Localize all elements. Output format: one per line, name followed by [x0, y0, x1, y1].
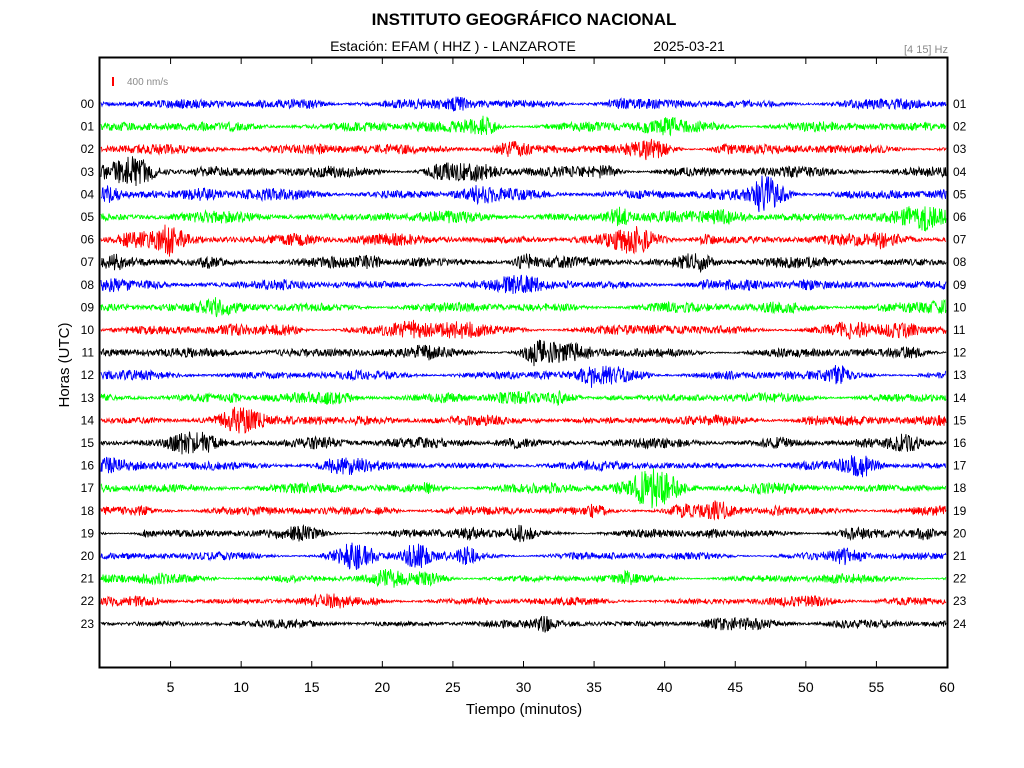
hour-label-right: 10: [953, 300, 967, 314]
hour-label-left: 14: [81, 413, 95, 427]
hour-label-right: 14: [953, 391, 967, 405]
hour-label-left: 17: [81, 481, 95, 495]
amplitude-scale-bar: [112, 77, 114, 86]
trace-hour-19: [100, 524, 947, 543]
trace-group: [100, 96, 947, 633]
hour-label-left: 16: [81, 459, 95, 473]
trace-hour-18: [100, 500, 947, 521]
hour-label-right: 05: [953, 187, 967, 201]
hour-label-left: 13: [81, 391, 95, 405]
x-tick-label: 35: [586, 679, 602, 695]
x-tick-label: 15: [304, 679, 320, 695]
x-tick-label: 60: [939, 679, 955, 695]
trace-hour-05: [100, 206, 947, 232]
hour-label-right: 15: [953, 413, 967, 427]
hour-label-right: 17: [953, 459, 967, 473]
trace-hour-10: [100, 319, 947, 340]
x-tick-label: 20: [375, 679, 391, 695]
plot-frame: [98, 56, 949, 669]
x-tick-label: 40: [657, 679, 673, 695]
hour-label-left: 11: [82, 346, 95, 360]
hour-label-left: 05: [81, 210, 95, 224]
trace-hour-08: [100, 274, 947, 295]
x-tick-label: 55: [869, 679, 885, 695]
x-tick-label: 30: [516, 679, 532, 695]
hour-label-left: 20: [81, 549, 95, 563]
x-tick-label: 10: [233, 679, 249, 695]
hour-label-left: 04: [81, 187, 95, 201]
hour-label-right: 21: [953, 549, 967, 563]
hour-label-right: 04: [953, 165, 967, 179]
hour-label-right: 09: [953, 278, 967, 292]
hour-label-left: 08: [81, 278, 95, 292]
hour-label-right: 16: [953, 436, 967, 450]
hour-label-right: 19: [953, 504, 967, 518]
x-tick-label: 50: [798, 679, 814, 695]
hour-label-left: 07: [81, 255, 95, 269]
hour-label-left: 12: [81, 368, 95, 382]
hour-label-left: 09: [81, 300, 95, 314]
hour-label-right: 22: [953, 572, 967, 586]
hour-label-left: 03: [81, 165, 95, 179]
trace-hour-06: [100, 224, 947, 257]
hour-label-left: 02: [81, 142, 95, 156]
hour-label-right: 24: [953, 617, 967, 631]
hour-label-left: 00: [81, 97, 95, 111]
hour-label-left: 15: [81, 436, 95, 450]
x-tick-label: 5: [167, 679, 175, 695]
chart-title: INSTITUTO GEOGRÁFICO NACIONAL: [372, 10, 677, 29]
hour-label-right: 11: [953, 323, 966, 337]
hour-labels-left: 00 01 02 03 04 05 06 07 08 09 10 11 12 13 14 15 16 17 18 19…: [81, 97, 95, 631]
hour-label-left: 10: [81, 323, 95, 337]
trace-hour-22: [100, 593, 947, 609]
hour-label-right: 12: [953, 346, 967, 360]
hour-label-right: 06: [953, 210, 967, 224]
trace-hour-23: [100, 615, 947, 633]
hour-label-right: 07: [953, 233, 967, 247]
x-axis-ticks: 5 10 15 20 25 30 35 40 45 50 55 60: [167, 58, 955, 695]
trace-hour-11: [100, 339, 947, 367]
hour-label-left: 22: [81, 594, 95, 608]
trace-hour-21: [100, 568, 947, 588]
trace-hour-02: [100, 138, 947, 161]
hour-label-left: 06: [81, 233, 95, 247]
trace-hour-13: [100, 390, 947, 407]
trace-hour-16: [100, 455, 947, 478]
trace-hour-15: [100, 431, 947, 455]
trace-hour-14: [100, 406, 947, 434]
trace-hour-03: [100, 156, 947, 187]
x-tick-label: 45: [727, 679, 743, 695]
trace-hour-20: [100, 542, 947, 570]
hour-label-right: 03: [953, 142, 967, 156]
station-label: Estación: EFAM ( HHZ ) - LANZAROTE: [330, 38, 576, 54]
amplitude-scale-label: 400 nm/s: [127, 77, 168, 88]
hour-labels-right: 01 02 03 04 05 06 07 08 09 10 11 12 13 14 15 16 17 18 19 20…: [953, 97, 967, 631]
date-label: 2025-03-21: [653, 38, 725, 54]
trace-hour-07: [100, 253, 947, 274]
x-tick-label: 25: [445, 679, 461, 695]
hour-label-right: 02: [953, 120, 967, 134]
hour-label-left: 23: [81, 617, 95, 631]
hour-label-right: 08: [953, 255, 967, 269]
trace-hour-00: [100, 96, 947, 112]
hour-label-right: 23: [953, 594, 967, 608]
hour-label-left: 19: [81, 526, 95, 540]
filter-label: [4 15] Hz: [904, 44, 948, 56]
y-axis-label: Horas (UTC): [56, 322, 73, 407]
trace-hour-09: [100, 297, 947, 318]
x-axis-label: Tiempo (minutos): [466, 701, 582, 718]
trace-hour-01: [100, 115, 947, 137]
trace-hour-12: [100, 364, 947, 388]
trace-hour-17: [100, 468, 947, 509]
hour-label-left: 01: [81, 120, 95, 134]
hour-label-right: 20: [953, 526, 967, 540]
hour-label-right: 18: [953, 481, 967, 495]
hour-label-left: 18: [81, 504, 95, 518]
hour-label-left: 21: [81, 572, 95, 586]
hour-label-right: 13: [953, 368, 967, 382]
trace-hour-04: [100, 175, 947, 213]
hour-label-right: 01: [953, 97, 967, 111]
